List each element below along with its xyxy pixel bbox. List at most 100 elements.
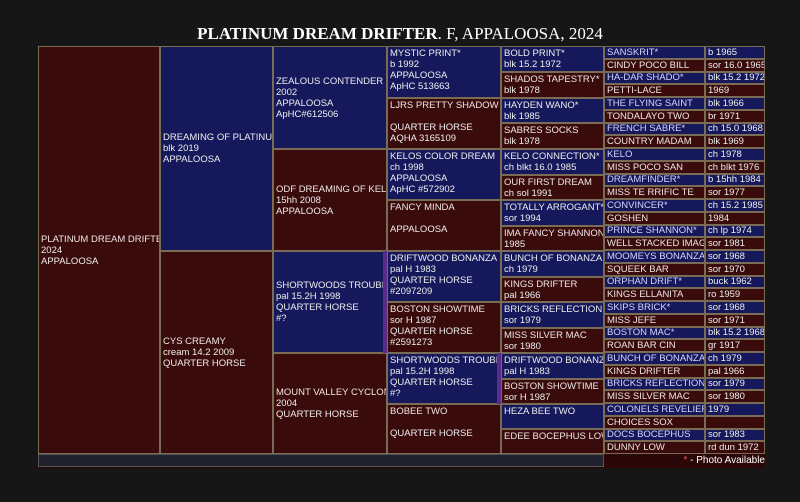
horse-detail: b 1992 <box>390 59 420 70</box>
ancestor-name: SQUEEK BAR <box>607 264 669 275</box>
horse-detail: 2004 <box>276 398 298 409</box>
ancestor-name: COUNTRY MADAM <box>607 136 692 147</box>
ancestor-colonels-revelier[interactable]: COLONELS REVELIER <box>604 403 705 416</box>
pedigree-cell-our-first-dream[interactable]: OUR FIRST DREAM ch sol 1991 <box>501 175 604 200</box>
ancestor-the-flying-saint[interactable]: THE FLYING SAINT <box>604 97 705 110</box>
horse-detail: APPALOOSA <box>41 255 99 267</box>
pedigree-cell-driftwood-bonanza[interactable]: DRIFTWOOD BONANZA pal H 1983 <box>501 353 604 379</box>
ancestor-choices-sox[interactable]: CHOICES SOX <box>604 416 705 429</box>
horse-name: SHORTWOODS TROUBLE <box>276 280 387 291</box>
duplicate-marker-stripe <box>383 251 387 353</box>
ancestor-kings-ellanita[interactable]: KINGS ELLANITA <box>604 288 705 301</box>
ancestor-orphan-drift[interactable]: ORPHAN DRIFT* <box>604 276 705 288</box>
ancestor-name: KINGS ELLANITA <box>607 289 684 300</box>
horse-name: BOBEE TWO <box>390 406 448 417</box>
ancestor-bricks-reflection[interactable]: BRICKS REFLECTION <box>604 378 705 390</box>
horse-detail: QUARTER HORSE <box>390 275 473 286</box>
pedigree-cell-bricks-reflection[interactable]: BRICKS REFLECTION sor 1979 <box>501 302 604 328</box>
ancestor-goshen[interactable]: GOSHEN <box>604 212 705 225</box>
horse-details: . F, APPALOOSA, 2024 <box>437 24 603 43</box>
ancestor-miss-poco-san[interactable]: MISS POCO SAN <box>604 161 705 174</box>
pedigree-cell-totally-arrogant[interactable]: TOTALLY ARROGANT* sor 1994 <box>501 200 604 226</box>
photo-star: * <box>683 455 688 466</box>
horse-detail: 15hh 2008 <box>276 194 321 206</box>
pedigree-cell-zealous-contender[interactable]: ZEALOUS CONTENDER 2002 APPALOOSA ApHC#61250… <box>273 46 387 149</box>
horse-detail: APPALOOSA <box>276 97 334 109</box>
horse-name: DRIFTWOOD BONANZA <box>390 253 498 264</box>
pedigree-cell-kelo-connection[interactable]: KELO CONNECTION* ch blkt 16.0 1985 <box>501 149 604 175</box>
ancestor-boston-mac[interactable]: BOSTON MAC* <box>604 327 705 339</box>
pedigree-cell-bunch-of-bonanza[interactable]: BUNCH OF BONANZA ch 1979 <box>501 251 604 277</box>
pedigree-cell-dreaming-of-platinum[interactable]: DREAMING OF PLATINUM blk 2019 APPALOOSA <box>160 46 273 251</box>
pedigree-cell-edee-bocephus-low[interactable]: EDEE BOCEPHUS LOW <box>501 429 604 454</box>
ancestor-name: THE FLYING SAINT <box>607 98 693 109</box>
pedigree-cell-odf-dreaming-of-kelo[interactable]: ODF DREAMING OF KELO 15hh 2008 APPALOOSA <box>273 149 387 251</box>
ancestor-convincer[interactable]: CONVINCER* <box>604 199 705 212</box>
pedigree-cell-boston-showtime[interactable]: BOSTON SHOWTIME sor H 1987 QUARTER HORSE #2… <box>387 302 501 353</box>
pedigree-cell-miss-silver-mac[interactable]: MISS SILVER MAC sor 1980 <box>501 328 604 353</box>
pedigree-cell-bold-print[interactable]: BOLD PRINT* blk 15.2 1972 <box>501 46 604 72</box>
horse-name: LJRS PRETTY SHADOW <box>390 100 499 111</box>
pedigree-chart: PLATINUM DREAM DRIFTER 2024 APPALOOSA DREAM… <box>38 46 765 468</box>
ancestor-well-stacked-image[interactable]: WELL STACKED IMAGE <box>604 237 705 250</box>
ancestor-skips-brick[interactable]: SKIPS BRICK* <box>604 301 705 314</box>
ancestor-moomeys-bonanza[interactable]: MOOMEYS BONANZA* <box>604 250 705 263</box>
pedigree-cell-fancy-minda[interactable]: FANCY MINDA APPALOOSA <box>387 200 501 251</box>
ancestor-prince-shannon[interactable]: PRINCE SHANNON* <box>604 225 705 237</box>
pedigree-cell-mount-valley-cyclone[interactable]: MOUNT VALLEY CYCLONE 2004 QUARTER HORSE <box>273 353 387 454</box>
pedigree-cell-cys-creamy[interactable]: CYS CREAMY cream 14.2 2009 QUARTER HORSE <box>160 251 273 454</box>
ancestor-name: DUNNY LOW <box>607 442 665 453</box>
horse-detail: blk 1978 <box>504 85 540 96</box>
pedigree-cell-kelos-color-dream[interactable]: KELOS COLOR DREAM ch 1998 APPALOOSA ApHC #5… <box>387 149 501 200</box>
photo-legend: * - Photo Available <box>683 455 765 466</box>
ancestor-info: gr 1917 <box>705 339 765 352</box>
horse-name: MISS SILVER MAC <box>504 330 587 341</box>
ancestor-kelo[interactable]: KELO <box>604 148 705 161</box>
ancestor-bunch-of-bonanza[interactable]: BUNCH OF BONANZA <box>604 352 705 365</box>
pedigree-cell-mystic-print[interactable]: MYSTIC PRINT* b 1992 APPALOOSA ApHC 513663 <box>387 46 501 98</box>
horse-detail <box>390 417 498 428</box>
pedigree-cell-platinum-dream-drifter[interactable]: PLATINUM DREAM DRIFTER 2024 APPALOOSA <box>38 46 160 454</box>
ancestor-info: 1969 <box>705 84 765 97</box>
ancestor-dreamfinder[interactable]: DREAMFINDER* <box>604 174 705 186</box>
horse-name: PLATINUM DREAM DRIFTER <box>197 24 438 43</box>
ancestor-info: sor 1983 <box>705 429 765 441</box>
ancestor-info: 1979 <box>705 403 765 416</box>
ancestor-ha-dar-shado[interactable]: HA-DAR SHADO* <box>604 72 705 84</box>
horse-detail: ApHC 513663 <box>390 81 450 92</box>
horse-detail: ch 1979 <box>504 264 538 275</box>
ancestor-kings-drifter[interactable]: KINGS DRIFTER <box>604 365 705 378</box>
ancestor-roan-bar-cin[interactable]: ROAN BAR CIN <box>604 339 705 352</box>
pedigree-cell-sabres-socks[interactable]: SABRES SOCKS blk 1978 <box>501 123 604 149</box>
ancestor-sanskrit[interactable]: SANSKRIT* <box>604 46 705 59</box>
ancestor-cindy-poco-bill[interactable]: CINDY POCO BILL <box>604 59 705 72</box>
ancestor-tondalayo-two[interactable]: TONDALAYO TWO <box>604 110 705 123</box>
ancestor-name: MISS SILVER MAC <box>607 391 690 402</box>
pedigree-cell-hayden-wano[interactable]: HAYDEN WANO* blk 1985 <box>501 98 604 123</box>
ancestor-info: ch 15.0 1968 <box>705 123 765 135</box>
ancestor-docs-bocephus[interactable]: DOCS BOCEPHUS <box>604 429 705 441</box>
ancestor-miss-te-rrific-te[interactable]: MISS TE RRIFIC TE <box>604 186 705 199</box>
pedigree-cell-kings-drifter[interactable]: KINGS DRIFTER pal 1966 <box>501 277 604 302</box>
ancestor-miss-silver-mac[interactable]: MISS SILVER MAC <box>604 390 705 403</box>
ancestor-info: blk 1969 <box>705 135 765 148</box>
pedigree-cell-driftwood-bonanza[interactable]: DRIFTWOOD BONANZA pal H 1983 QUARTER HORSE… <box>387 251 501 302</box>
ancestor-dunny-low[interactable]: DUNNY LOW <box>604 441 705 454</box>
pedigree-cell-ima-fancy-shannon[interactable]: IMA FANCY SHANNON 1985 <box>501 226 604 251</box>
pedigree-cell-heza-bee-two[interactable]: HEZA BEE TWO <box>501 404 604 429</box>
pedigree-cell-boston-showtime[interactable]: BOSTON SHOWTIME sor H 1987 <box>501 379 604 404</box>
horse-name: CYS CREAMY <box>163 336 226 347</box>
horse-detail: pal 1966 <box>504 290 541 301</box>
ancestor-petti-lace[interactable]: PETTI-LACE <box>604 84 705 97</box>
ancestor-miss-jefe[interactable]: MISS JEFE <box>604 314 705 327</box>
horse-detail: ch sol 1991 <box>504 188 553 199</box>
horse-detail: QUARTER HORSE <box>163 358 246 369</box>
ancestor-french-sabre[interactable]: FRENCH SABRE* <box>604 123 705 135</box>
pedigree-cell-shortwoods-trouble[interactable]: SHORTWOODS TROUBLE pal 15.2H 1998 QUARTER … <box>387 353 501 404</box>
pedigree-cell-shortwoods-trouble[interactable]: SHORTWOODS TROUBLE pal 15.2H 1998 QUARTER … <box>273 251 387 353</box>
pedigree-cell-shados-tapestry[interactable]: SHADOS TAPESTRY* blk 1978 <box>501 72 604 98</box>
pedigree-cell-bobee-two[interactable]: BOBEE TWO QUARTER HORSE <box>387 404 501 454</box>
ancestor-squeek-bar[interactable]: SQUEEK BAR <box>604 263 705 276</box>
pedigree-cell-ljrs-pretty-shadow[interactable]: LJRS PRETTY SHADOW QUARTER HORSE AQHA 3165… <box>387 98 501 149</box>
ancestor-country-madam[interactable]: COUNTRY MADAM <box>604 135 705 148</box>
